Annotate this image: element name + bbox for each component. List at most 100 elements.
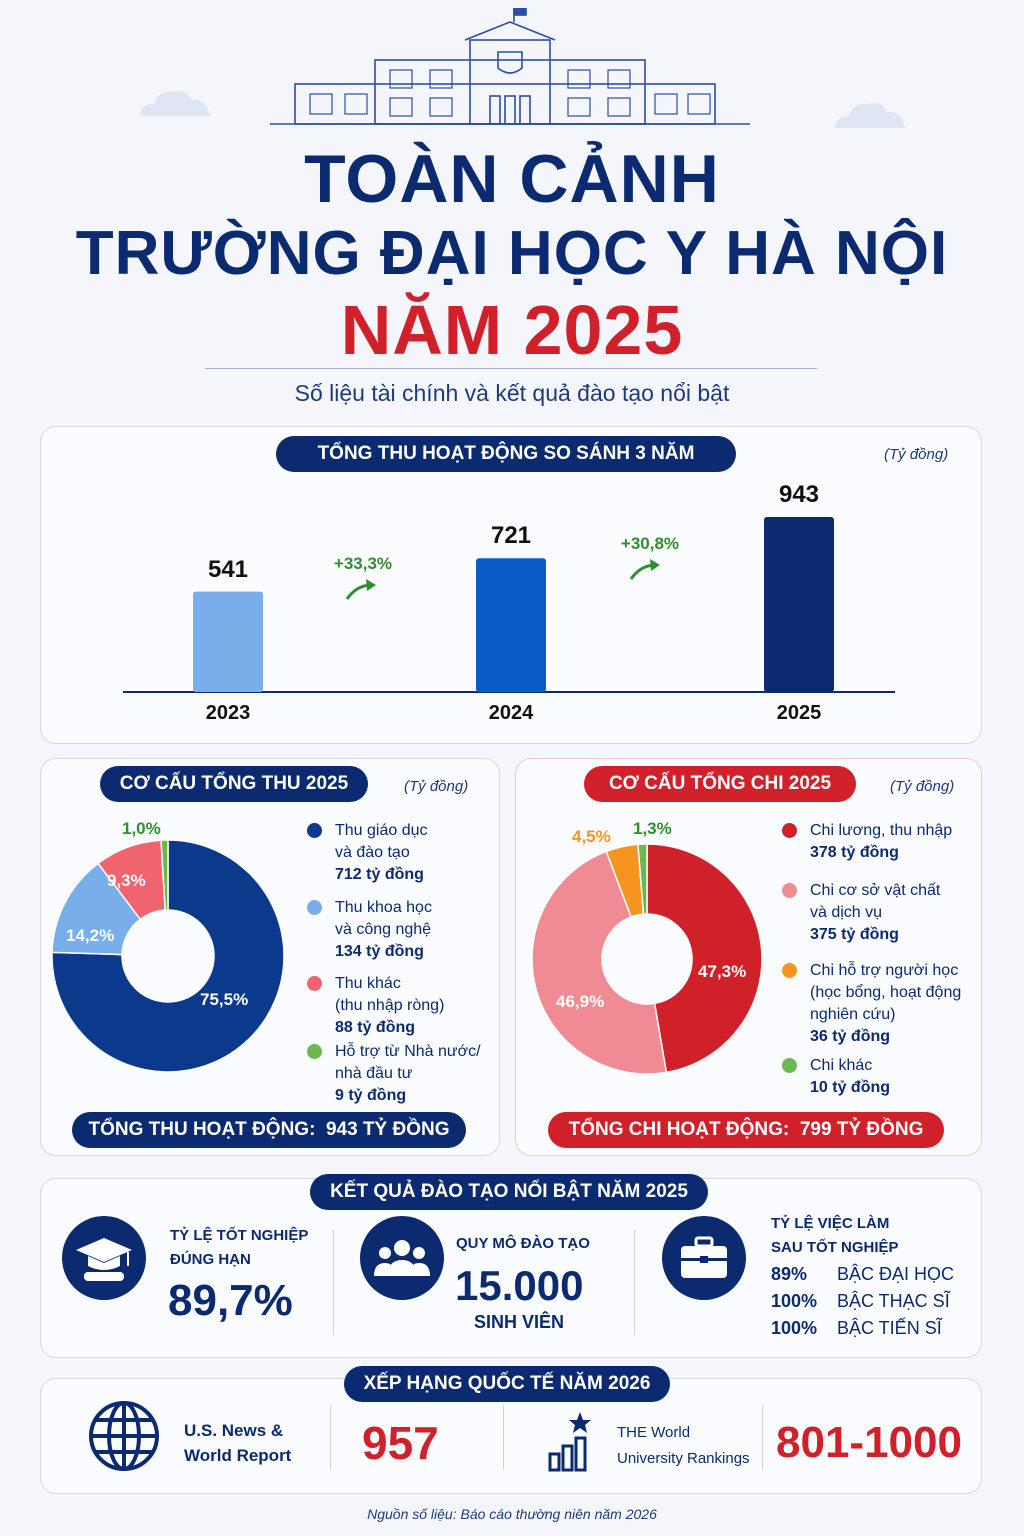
- growth-label-2024: +33,3%: [333, 554, 393, 573]
- employment-rate-level: BẬC TIẾN SĨ: [837, 1318, 942, 1338]
- training-scale-value: 15.000: [455, 1262, 584, 1309]
- bar-value-label: 943: [778, 481, 820, 508]
- legend-amount: 134 tỷ đồng: [335, 943, 424, 960]
- rank-bars-star-icon: [548, 1412, 591, 1472]
- page-title-line2: TRƯỜNG ĐẠI HỌC Y HÀ NỘI: [75, 219, 949, 288]
- expense-structure-title: CƠ CẤU TỔNG CHI 2025: [584, 766, 856, 802]
- legend-amount: 10 tỷ đồng: [810, 1079, 891, 1096]
- usnews-rank-value: 957: [362, 1417, 439, 1469]
- legend-item: Hỗ trợ từ Nhà nước/nhà đầu tư 9 tỷ đồng: [307, 1041, 481, 1107]
- page-subtitle: Số liệu tài chính và kết quả đào tạo nổi…: [294, 380, 730, 406]
- growth-label-2025: +30,8%: [620, 534, 680, 553]
- legend-text: Hỗ trợ từ Nhà nước/: [335, 1043, 481, 1060]
- ranking-divider: [762, 1405, 763, 1470]
- legend-amount: 375 tỷ đồng: [810, 926, 899, 943]
- legend-item: Thu giáo dục và đào tạo 712 tỷ đồng: [307, 820, 428, 886]
- legend-dot: [307, 900, 322, 915]
- title-divider: [205, 368, 817, 369]
- revenue-bar-2024: [476, 558, 546, 692]
- income-structure-title: CƠ CẤU TỔNG THU 2025: [100, 766, 368, 802]
- employment-rate-level: BẬC ĐẠI HỌC: [837, 1264, 955, 1284]
- legend-dot: [307, 823, 322, 838]
- ranking-divider: [503, 1405, 504, 1470]
- revenue-bar-2023: [193, 591, 263, 692]
- income-slice-label-education: 75,5%: [200, 990, 249, 1009]
- revenue-compare-title: TỔNG THU HOẠT ĐỘNG SO SÁNH 3 NĂM: [276, 436, 736, 472]
- legend-text: Chi lương, thu nhập: [810, 822, 953, 839]
- employment-rate-row: 100% BẬC THẠC SĨ: [771, 1291, 950, 1312]
- revenue-bar-chart: [123, 517, 895, 693]
- legend-text: Chi hỗ trợ người học: [810, 962, 959, 979]
- employment-rate-row: 89% BẬC ĐẠI HỌC: [771, 1264, 954, 1285]
- legend-item: Chi hỗ trợ người học (học bổng, hoạt động…: [782, 960, 961, 1048]
- expense-donut-chart: [531, 843, 763, 1075]
- income-slice-label-other: 9,3%: [107, 871, 146, 890]
- income-donut-chart: [51, 839, 285, 1073]
- legend-amount: 9 tỷ đồng: [335, 1087, 407, 1104]
- income-total-value: 943 TỶ ĐỒNG: [325, 1119, 450, 1140]
- income-slice-label-state: 1,0%: [122, 819, 161, 838]
- legend-amount: 36 tỷ đồng: [810, 1028, 891, 1045]
- legend-text: Chi cơ sở vật chất: [810, 882, 941, 899]
- legend-amount: 88 tỷ đồng: [335, 1019, 416, 1036]
- expense-total-badge: TỔNG CHI HOẠT ĐỘNG: 799 TỶ ĐỒNG: [548, 1112, 944, 1148]
- expense-total-label: TỔNG CHI HOẠT ĐỘNG:: [568, 1119, 790, 1140]
- training-scale-label: QUY MÔ ĐÀO TẠO: [456, 1235, 590, 1252]
- legend-dot: [782, 963, 797, 978]
- page-title-year: NĂM 2025: [340, 291, 684, 369]
- page-title-line1: TOÀN CẢNH: [304, 141, 720, 217]
- income-total-label: TỔNG THU HOẠT ĐỘNG:: [88, 1119, 316, 1140]
- legend-text: Chi khác: [810, 1057, 873, 1074]
- source-note: Nguồn số liệu: Báo cáo thường niên năm 2…: [367, 1506, 657, 1522]
- revenue-bar-2025: [764, 517, 834, 692]
- bar-value-label: 721: [490, 522, 532, 550]
- the-rankings-label: THE World University Rankings: [617, 1424, 750, 1467]
- cloud-left-icon: [140, 91, 210, 116]
- employment-rate-pct: 89%: [771, 1264, 808, 1284]
- growth-arrow-icon: [629, 559, 660, 580]
- income-structure-unit: (Tỷ đồng): [404, 778, 469, 795]
- grad-rate-label: TỶ LỆ TỐT NGHIỆP ĐÚNG HẠN: [170, 1227, 309, 1268]
- expense-slice-0: [646, 843, 763, 1074]
- training-title: KẾT QUẢ ĐÀO TẠO NỔI BẬT NĂM 2025: [310, 1174, 708, 1210]
- expense-slice-3: [637, 843, 648, 915]
- expense-slice-1: [531, 850, 668, 1075]
- legend-item: Chi khác 10 tỷ đồng: [782, 1055, 891, 1099]
- expense-slice-label-facilities: 46,9%: [556, 992, 605, 1011]
- legend-text: nghiên cứu): [810, 1006, 896, 1023]
- legend-amount: 712 tỷ đồng: [335, 866, 424, 883]
- legend-item: Chi cơ sở vật chất và dịch vụ 375 tỷ đồng: [782, 880, 941, 946]
- growth-arrow-icon: [345, 579, 376, 600]
- legend-dot: [782, 823, 797, 838]
- ranking-title: XẾP HẠNG QUỐC TẾ NĂM 2026: [344, 1366, 670, 1402]
- legend-dot: [307, 1044, 322, 1059]
- cloud-right-icon: [835, 103, 905, 128]
- income-slice-0: [51, 839, 285, 1073]
- expense-structure-unit: (Tỷ đồng): [890, 778, 955, 795]
- income-total-badge: TỔNG THU HOẠT ĐỘNG: 943 TỶ ĐỒNG: [72, 1112, 466, 1148]
- expense-slice-label-support: 4,5%: [572, 827, 611, 846]
- the-rank-value: 801-1000: [776, 1418, 962, 1467]
- legend-dot: [782, 883, 797, 898]
- legend-dot: [782, 1058, 797, 1073]
- legend-item: Chi lương, thu nhập 378 tỷ đồng: [782, 820, 953, 864]
- legend-dot: [307, 976, 322, 991]
- legend-text: và dịch vụ: [810, 904, 883, 921]
- employment-rate-pct: 100%: [771, 1291, 818, 1311]
- employment-rate-row: 100% BẬC TIẾN SĨ: [771, 1318, 942, 1339]
- legend-text: nhà đầu tư: [335, 1065, 413, 1082]
- briefcase-icon: [662, 1216, 746, 1300]
- legend-text: (thu nhập ròng): [335, 997, 445, 1014]
- bar-year-label: 2024: [488, 702, 534, 724]
- legend-text: Thu giáo dục: [335, 822, 428, 839]
- grad-rate-value: 89,7%: [168, 1276, 293, 1325]
- legend-text: và công nghệ: [335, 921, 432, 938]
- kpi-divider: [634, 1230, 635, 1335]
- globe-icon: [89, 1401, 159, 1471]
- employment-rate-level: BẬC THẠC SĨ: [837, 1291, 950, 1311]
- training-scale-unit: SINH VIÊN: [474, 1312, 565, 1332]
- income-slice-label-science: 14,2%: [66, 926, 115, 945]
- legend-text: Thu khác: [335, 975, 401, 992]
- bar-value-label: 541: [207, 555, 249, 583]
- expense-slice-label-salary: 47,3%: [698, 962, 747, 981]
